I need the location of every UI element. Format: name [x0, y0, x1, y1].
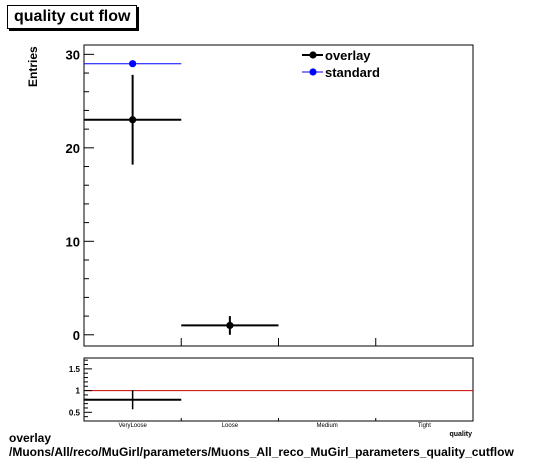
ratio-y-tick-label: 1	[76, 387, 81, 396]
legend-overlay-marker	[309, 51, 317, 59]
main-series-layer	[84, 60, 279, 335]
x-axis-label: quality	[449, 431, 472, 438]
ratio-y-tick-label: 0.5	[69, 408, 81, 417]
x-category-label: Tight	[418, 423, 431, 429]
overlay-data-point	[129, 116, 137, 124]
x-category-label: Medium	[316, 423, 337, 429]
footer-label: overlay	[9, 431, 52, 445]
y-axis-label: Entries	[26, 46, 40, 87]
ratio-y-tick-label: 1.5	[69, 365, 81, 374]
x-category-labels: VeryLoose Loose Medium Tight	[118, 423, 431, 429]
chart-title: quality cut flow	[7, 5, 138, 29]
main-plot-frame	[83, 44, 474, 347]
footer-path: /Muons/All/reco/MuGirl/parameters/Muons_…	[9, 445, 514, 459]
x-category-label: Loose	[222, 423, 239, 429]
x-category-label: VeryLoose	[118, 423, 147, 429]
legend-overlay-label: overlay	[325, 48, 371, 63]
ratio-plot-frame	[83, 357, 474, 422]
main-x-axis-ticks	[180, 338, 377, 346]
main-y-axis: 0 10 20 30	[66, 47, 94, 343]
main-y-tick-label: 10	[66, 234, 80, 249]
overlay-data-point	[226, 321, 234, 330]
standard-data-point	[129, 60, 137, 68]
legend-standard-label: standard	[325, 65, 380, 80]
main-y-tick-label: 30	[66, 47, 80, 62]
main-y-tick-label: 0	[73, 328, 80, 343]
legend-standard-marker	[309, 68, 317, 76]
legend: overlay standard	[302, 48, 380, 80]
ratio-series-layer	[84, 390, 182, 410]
main-y-tick-label: 20	[66, 141, 80, 156]
